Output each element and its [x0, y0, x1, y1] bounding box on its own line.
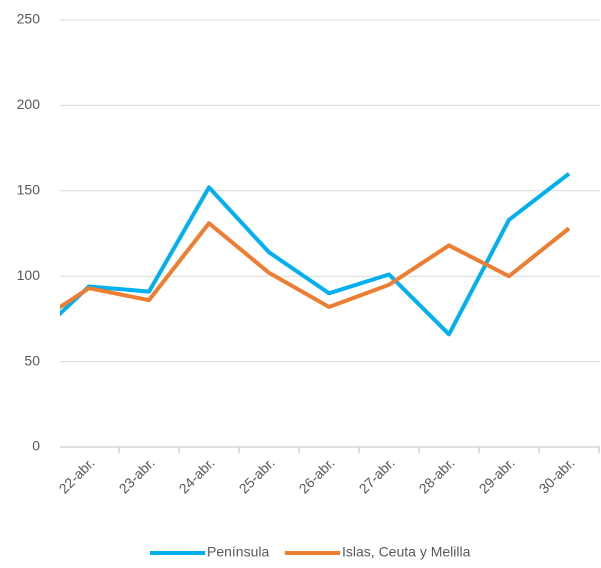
- y-tick-label: 100: [17, 267, 41, 283]
- line-series: [60, 172, 571, 337]
- y-tick-label: 0: [32, 438, 40, 454]
- line-series: [60, 221, 571, 310]
- legend-label: Península: [207, 544, 269, 560]
- x-tick-label: 28-abr.: [416, 454, 458, 496]
- y-tick-label: 200: [17, 96, 41, 112]
- x-tick-label: 27-abr.: [356, 454, 398, 496]
- x-tick-label: 29-abr.: [476, 454, 518, 496]
- x-tick-label: 26-abr.: [296, 454, 338, 496]
- plot-area: [60, 172, 571, 337]
- x-tick-label: 24-abr.: [176, 454, 218, 496]
- x-tick-label: 23-abr.: [116, 454, 158, 496]
- x-tick-label: 25-abr.: [236, 454, 278, 496]
- x-tick-label: 22-abr.: [56, 454, 98, 496]
- x-tick-label: 30-abr.: [536, 454, 578, 496]
- y-tick-label: 50: [24, 352, 40, 368]
- y-tick-label: 250: [17, 11, 41, 27]
- legend-label: Islas, Ceuta y Melilla: [342, 544, 471, 560]
- y-tick-label: 150: [17, 182, 41, 198]
